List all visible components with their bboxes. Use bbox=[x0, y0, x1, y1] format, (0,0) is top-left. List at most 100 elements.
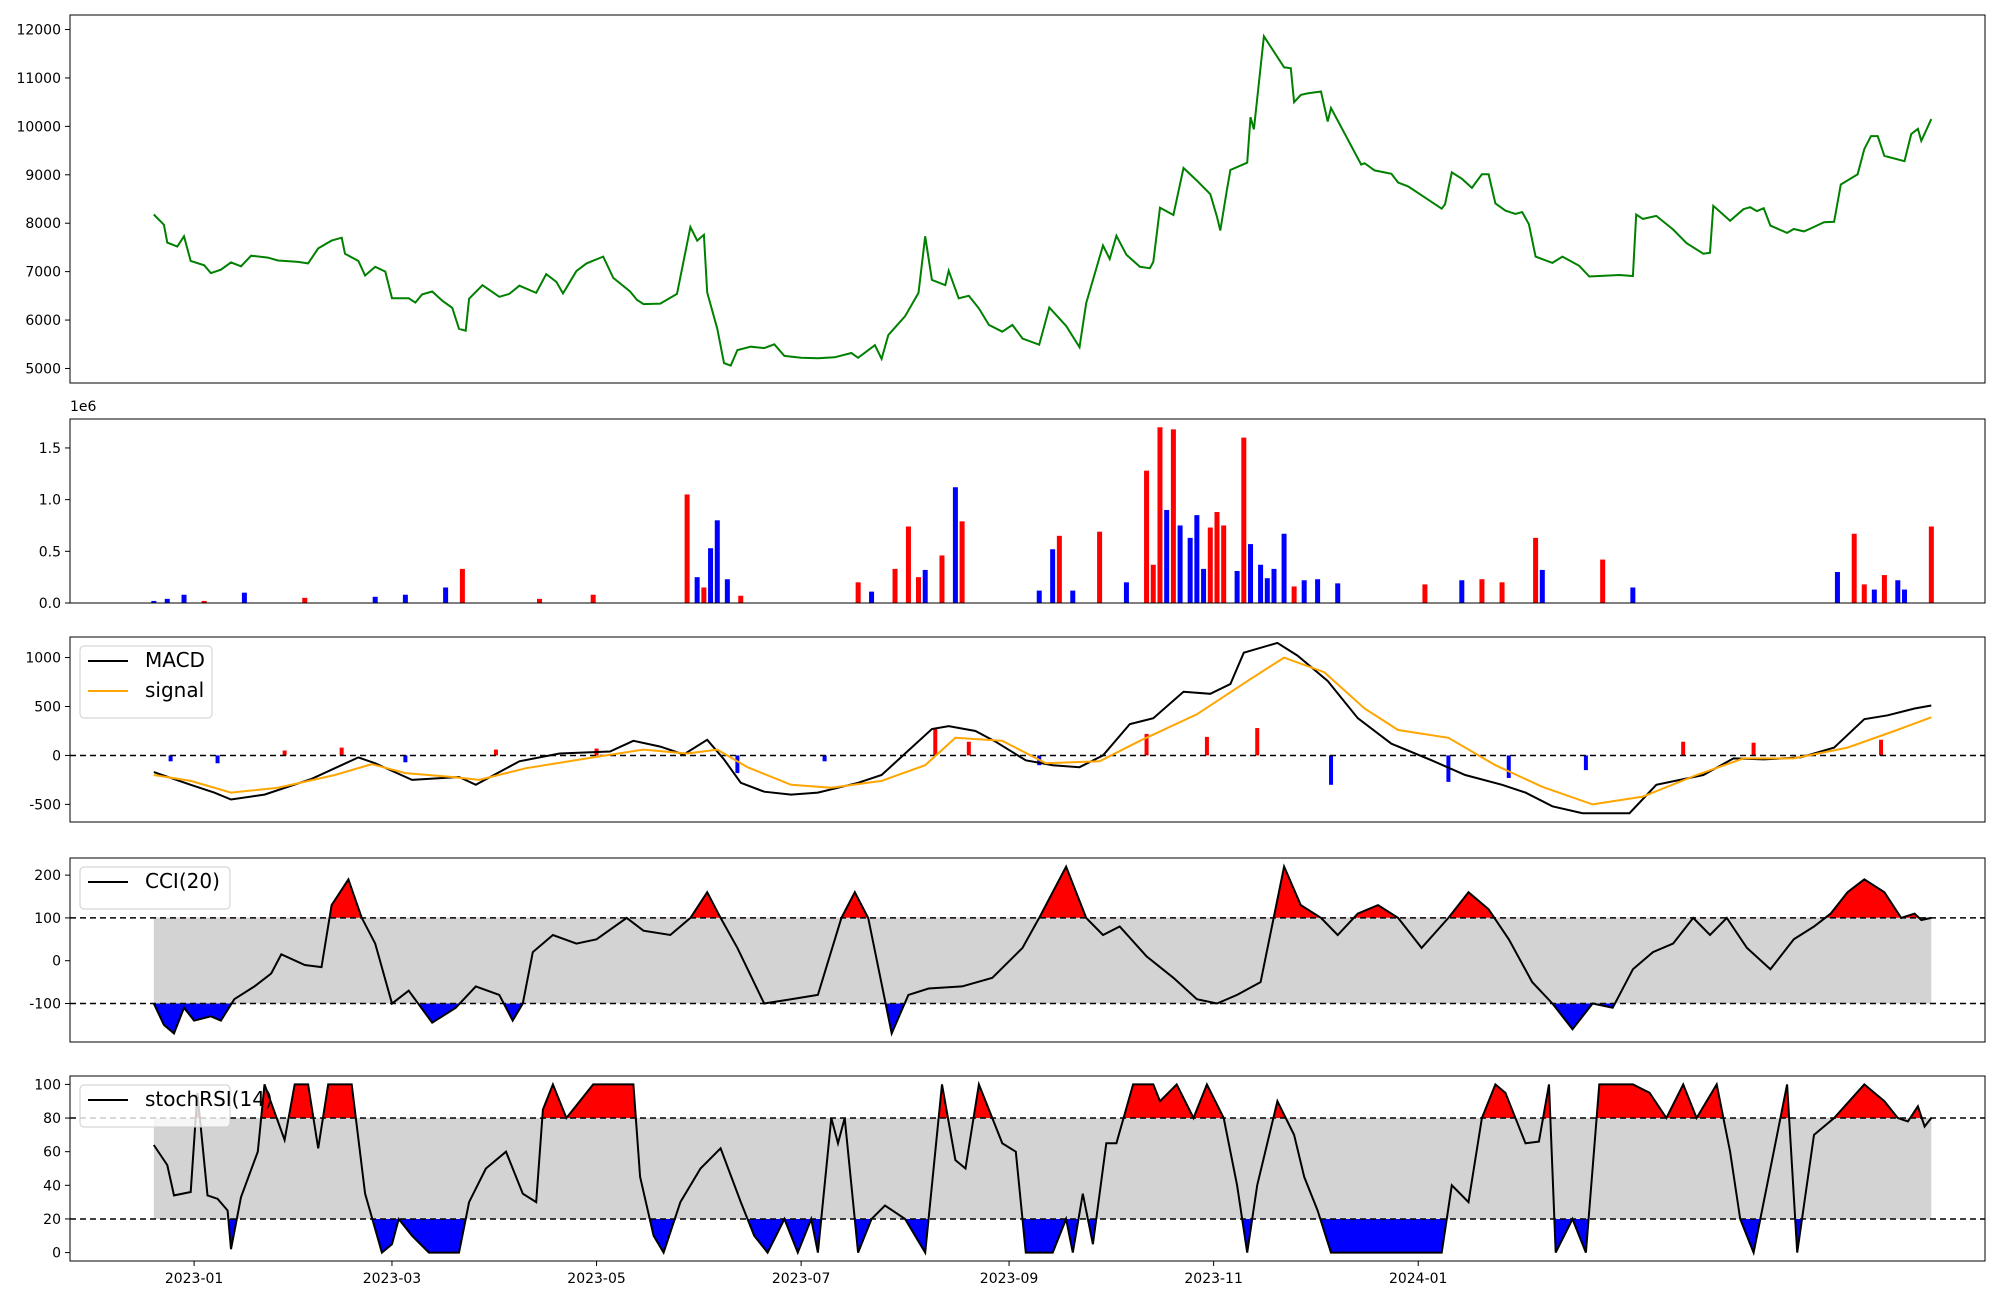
volume-bar bbox=[1070, 590, 1076, 603]
x-tick-label: 2023-03 bbox=[363, 1271, 422, 1287]
volume-bar bbox=[1036, 590, 1042, 603]
volume-bar bbox=[916, 577, 922, 603]
histogram-bar bbox=[1681, 741, 1686, 756]
volume-bar bbox=[1144, 470, 1150, 603]
volume-bar bbox=[201, 600, 207, 603]
oversold-fill bbox=[153, 1003, 1932, 1034]
cci-panel: -100 0 100 200 CCI(20) bbox=[29, 857, 1986, 1043]
histogram-bar bbox=[339, 747, 344, 756]
y-tick-label: 11000 bbox=[16, 71, 61, 87]
volume-bar bbox=[1422, 584, 1428, 603]
histogram-bar bbox=[493, 749, 498, 756]
volume-bar bbox=[905, 526, 911, 603]
y-tick-label: 100 bbox=[34, 1077, 61, 1093]
histogram-bar bbox=[1329, 755, 1334, 785]
y-tick-label: 0 bbox=[52, 954, 61, 970]
volume-bar bbox=[1187, 537, 1193, 603]
volume-bar bbox=[1479, 579, 1485, 603]
signal-line bbox=[153, 656, 1932, 806]
threshold-band bbox=[153, 1118, 1932, 1219]
legend-box bbox=[79, 866, 231, 910]
histogram-bar bbox=[933, 729, 938, 756]
panel-frame bbox=[69, 636, 1986, 823]
panel-frame bbox=[69, 418, 1986, 604]
macd-line bbox=[153, 641, 1932, 815]
volume-bar bbox=[1902, 589, 1908, 603]
volume-bar bbox=[164, 598, 170, 603]
volume-bar bbox=[714, 520, 720, 603]
legend-box bbox=[79, 645, 213, 719]
volume-bar bbox=[372, 596, 378, 603]
volume-bar bbox=[1281, 533, 1287, 603]
x-tick-label: 2023-07 bbox=[772, 1271, 831, 1287]
y-tick-label: 12000 bbox=[16, 23, 61, 39]
threshold-band bbox=[153, 917, 1932, 1004]
volume-panel: 0.0 0.5 1.0 1.5 1e6 bbox=[39, 399, 1986, 612]
volume-bar bbox=[939, 555, 945, 603]
volume-bar bbox=[302, 597, 308, 603]
panel-frame bbox=[69, 14, 1986, 384]
x-tick-label: 2024-01 bbox=[1389, 1271, 1448, 1287]
volume-bar bbox=[892, 568, 898, 603]
volume-bar bbox=[1881, 575, 1887, 603]
y-tick-label: 1.5 bbox=[39, 441, 61, 457]
volume-bar bbox=[724, 579, 730, 603]
y-tick-label: 1000 bbox=[25, 651, 61, 667]
volume-bar bbox=[181, 594, 187, 603]
volume-bar bbox=[151, 600, 157, 603]
histogram-bar bbox=[1255, 728, 1260, 756]
histogram-bar bbox=[215, 755, 220, 764]
y-tick-label: 40 bbox=[43, 1178, 61, 1194]
volume-bar bbox=[1499, 582, 1505, 603]
volume-bar bbox=[738, 595, 744, 603]
histogram-bar bbox=[1144, 733, 1149, 756]
y-tick-label: -500 bbox=[29, 797, 61, 813]
volume-bar bbox=[1928, 526, 1934, 603]
histogram-bar bbox=[168, 755, 173, 762]
y-tick-label: 100 bbox=[34, 911, 61, 927]
y-tick-label: 7000 bbox=[25, 265, 61, 281]
volume-bar bbox=[1056, 535, 1062, 603]
indicator-line bbox=[152, 863, 1932, 1037]
volume-bar bbox=[1157, 427, 1163, 603]
volume-bar bbox=[1150, 564, 1156, 603]
date-axis: 2023-01 2023-03 2023-05 2023-07 2023-09 2023-… bbox=[165, 1261, 1448, 1287]
volume-bar bbox=[1335, 583, 1341, 603]
volume-bar bbox=[922, 569, 928, 603]
volume-bar bbox=[694, 577, 700, 603]
volume-bar bbox=[1194, 515, 1200, 603]
volume-bar bbox=[241, 592, 247, 603]
histogram-bar bbox=[735, 755, 740, 774]
x-tick-label: 2023-01 bbox=[165, 1271, 224, 1287]
volume-bar bbox=[1539, 569, 1545, 603]
volume-bar bbox=[1050, 549, 1056, 603]
volume-bar bbox=[1851, 533, 1857, 603]
volume-bar bbox=[708, 548, 714, 603]
histogram-bar bbox=[282, 750, 287, 756]
volume-bar bbox=[1258, 564, 1264, 603]
volume-scale-label: 1e6 bbox=[70, 399, 97, 415]
volume-bar bbox=[1291, 586, 1297, 603]
histogram-bar bbox=[1751, 742, 1756, 756]
y-tick-label: 9000 bbox=[25, 168, 61, 184]
volume-bar bbox=[1301, 580, 1307, 603]
volume-bar bbox=[1177, 525, 1183, 603]
histogram-bar bbox=[966, 741, 971, 756]
volume-bar bbox=[952, 487, 958, 603]
volume-bar bbox=[1834, 571, 1840, 603]
histogram-bar bbox=[403, 755, 408, 763]
volume-bar bbox=[1221, 525, 1227, 603]
y-tick-label: -100 bbox=[29, 996, 61, 1012]
y-tick-label: 1.0 bbox=[39, 493, 61, 509]
y-tick-label: 0.5 bbox=[39, 544, 61, 560]
volume-bar bbox=[1271, 568, 1277, 603]
oversold-fill bbox=[228, 1218, 1803, 1253]
volume-bar bbox=[1264, 578, 1270, 603]
macd-panel: -500 0 500 1000 MACD signal bbox=[25, 636, 1986, 823]
indicator-line bbox=[152, 1080, 1933, 1257]
y-tick-label: 200 bbox=[34, 868, 61, 884]
y-tick-label: 5000 bbox=[25, 361, 61, 377]
histogram-bar bbox=[822, 755, 827, 762]
volume-bar bbox=[1861, 584, 1867, 603]
